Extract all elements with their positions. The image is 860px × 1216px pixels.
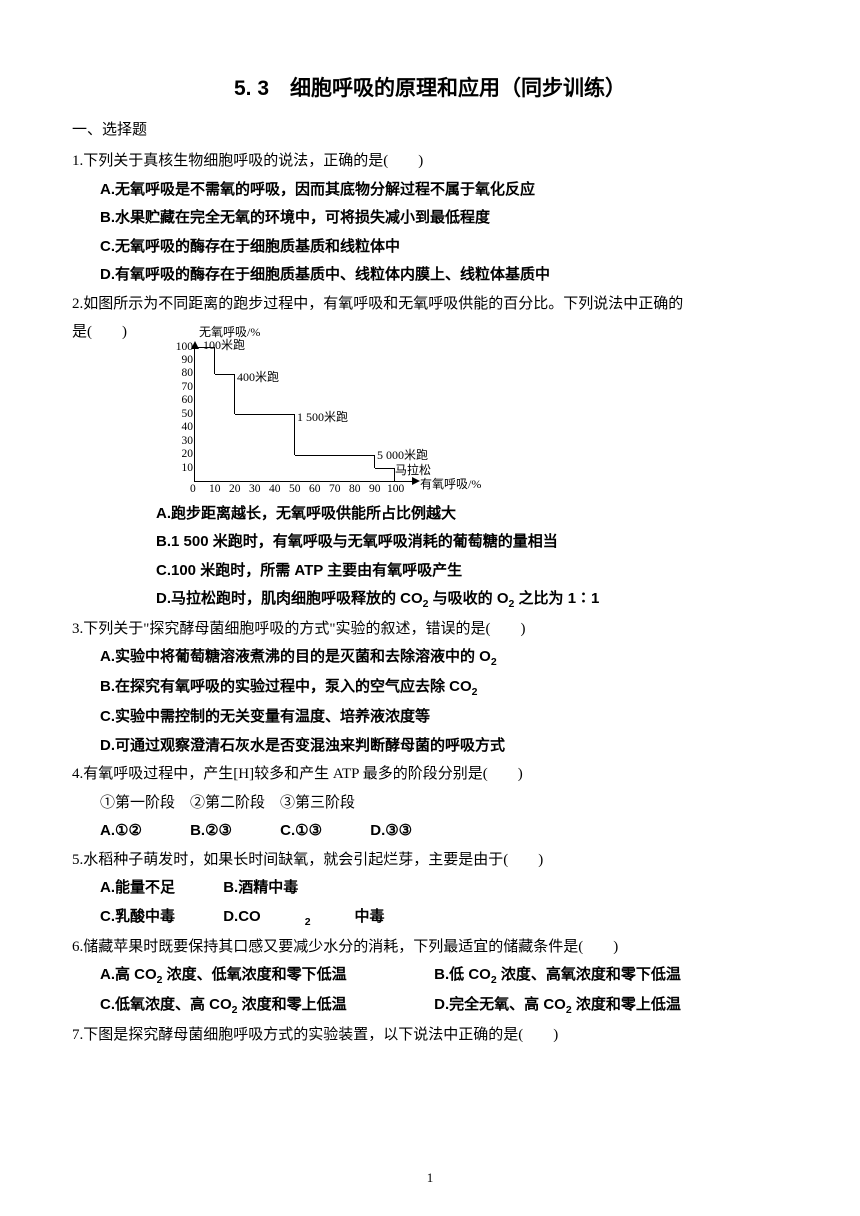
q2-stem-line1: 2.如图所示为不同距离的跑步过程中，有氧呼吸和无氧呼吸供能的百分比。下列说法中正… [72,290,788,319]
q5-choice-d: D.CO2 中毒 [223,903,428,933]
q6-stem: 6.储藏苹果时既要保持其口感又要减少水分的消耗，下列最适宜的储藏条件是( ) [72,933,788,962]
q3-stem: 3.下列关于"探究酵母菌细胞呼吸的方式"实验的叙述，错误的是( ) [72,615,788,644]
x-tick: 0 [190,484,196,496]
x-tick: 80 [349,484,361,496]
q3-choice-d: D.可通过观察澄清石灰水是否变混浊来判断酵母菌的呼吸方式 [72,732,788,761]
q4-choice-a: A.①② [100,817,142,846]
x-tick: 40 [269,484,281,496]
q1-choice-a: A.无氧呼吸是不需氧的呼吸，因而其底物分解过程不属于氧化反应 [72,176,788,205]
y-tick: 10 [173,463,193,475]
x-tick: 90 [369,484,381,496]
question-5: 5.水稻种子萌发时，如果长时间缺氧，就会引起烂芽，主要是由于( ) A.能量不足… [72,846,788,933]
y-tick: 90 [173,355,193,367]
q5-stem: 5.水稻种子萌发时，如果长时间缺氧，就会引起烂芽，主要是由于( ) [72,846,788,875]
q2-choice-a: A.跑步距离越长，无氧呼吸供能所占比例越大 [72,500,788,529]
q2-choice-d: D.马拉松跑时，肌肉细胞呼吸释放的 CO2 与吸收的 O2 之比为 1∶1 [72,585,788,615]
y-tick: 40 [173,422,193,434]
q5-choices-row1: A.能量不足 B.酒精中毒 [72,874,788,903]
x-tick: 30 [249,484,261,496]
q4-choices: A.①② B.②③ C.①③ D.③③ [72,817,788,846]
x-tick: 10 [209,484,221,496]
q6-choice-b: B.低 CO2 浓度、高氧浓度和零下低温 [434,961,681,991]
step-seg [215,374,235,415]
question-4: 4.有氧呼吸过程中，产生[H]较多和产生 ATP 最多的阶段分别是( ) ①第一… [72,760,788,846]
q1-choice-b: B.水果贮藏在完全无氧的环境中，可将损失减小到最低程度 [72,204,788,233]
q5-choice-b: B.酒精中毒 [223,874,298,903]
question-6: 6.储藏苹果时既要保持其口感又要减少水分的消耗，下列最适宜的储藏条件是( ) A… [72,933,788,1021]
q6-choice-c: C.低氧浓度、高 CO2 浓度和零上低温 [100,991,430,1021]
x-tick: 60 [309,484,321,496]
question-1: 1.下列关于真核生物细胞呼吸的说法，正确的是( ) A.无氧呼吸是不需氧的呼吸，… [72,147,788,290]
y-tick: 70 [173,382,193,394]
q2-choice-b: B.1 500 米跑时，有氧呼吸与无氧呼吸消耗的葡萄糖的量相当 [72,528,788,557]
q4-choice-b: B.②③ [190,817,232,846]
q2-choice-c: C.100 米跑时，所需 ATP 主要由有氧呼吸产生 [72,557,788,586]
step-seg [235,414,295,455]
q6-choices-row1: A.高 CO2 浓度、低氧浓度和零下低温 B.低 CO2 浓度、高氧浓度和零下低… [72,961,788,991]
y-tick: 50 [173,409,193,421]
x-tick: 50 [289,484,301,496]
x-tick: 70 [329,484,341,496]
y-tick: 100 [173,342,193,354]
q2-chart: 无氧呼吸/% 100米跑 有氧呼吸/% 100 90 80 70 60 50 4… [172,347,432,500]
y-tick: 60 [173,395,193,407]
q3-choice-a: A.实验中将葡萄糖溶液煮沸的目的是灭菌和去除溶液中的 O2 [72,643,788,673]
q4-stages: ①第一阶段 ②第二阶段 ③第三阶段 [72,789,788,818]
section-heading: 一、选择题 [72,118,788,139]
q1-choice-c: C.无氧呼吸的酶存在于细胞质基质和线粒体中 [72,233,788,262]
step-seg [195,347,215,374]
q6-choices-row2: C.低氧浓度、高 CO2 浓度和零上低温 D.完全无氧、高 CO2 浓度和零上低… [72,991,788,1021]
q3-choice-c: C.实验中需控制的无关变量有温度、培养液浓度等 [72,703,788,732]
question-7: 7.下图是探究酵母菌细胞呼吸方式的实验装置，以下说法中正确的是( ) [72,1021,788,1050]
x-tick: 20 [229,484,241,496]
page-number: 1 [0,1170,860,1186]
question-3: 3.下列关于"探究酵母菌细胞呼吸的方式"实验的叙述，错误的是( ) A.实验中将… [72,615,788,760]
x-tick: 100 [387,484,404,496]
q5-choice-c: C.乳酸中毒 [100,903,175,932]
step-seg [375,468,395,482]
chart-plot-area: 无氧呼吸/% 100米跑 有氧呼吸/% 100 90 80 70 60 50 4… [194,347,414,482]
q4-choice-d: D.③③ [370,817,412,846]
step-seg [295,455,375,469]
label-marathon: 马拉松 [395,459,431,482]
label-1500m: 1 500米跑 [297,406,348,429]
q1-stem: 1.下列关于真核生物细胞呼吸的说法，正确的是( ) [72,147,788,176]
y-tick: 20 [173,449,193,461]
q4-stem: 4.有氧呼吸过程中，产生[H]较多和产生 ATP 最多的阶段分别是( ) [72,760,788,789]
page-title: 5. 3 细胞呼吸的原理和应用（同步训练） [72,72,788,102]
q1-choice-d: D.有氧呼吸的酶存在于细胞质基质中、线粒体内膜上、线粒体基质中 [72,261,788,290]
label-400m: 400米跑 [237,366,279,389]
q5-choices-row2: C.乳酸中毒 D.CO2 中毒 [72,903,788,933]
q5-choice-a: A.能量不足 [100,874,175,903]
q7-stem: 7.下图是探究酵母菌细胞呼吸方式的实验装置，以下说法中正确的是( ) [72,1021,788,1050]
q4-choice-c: C.①③ [280,817,322,846]
q3-choice-b: B.在探究有氧呼吸的实验过程中，泵入的空气应去除 CO2 [72,673,788,703]
y-tick: 30 [173,436,193,448]
q6-choice-d: D.完全无氧、高 CO2 浓度和零上低温 [434,991,681,1021]
y-tick: 80 [173,368,193,380]
q6-choice-a: A.高 CO2 浓度、低氧浓度和零下低温 [100,961,430,991]
question-2: 2.如图所示为不同距离的跑步过程中，有氧呼吸和无氧呼吸供能的百分比。下列说法中正… [72,290,788,615]
